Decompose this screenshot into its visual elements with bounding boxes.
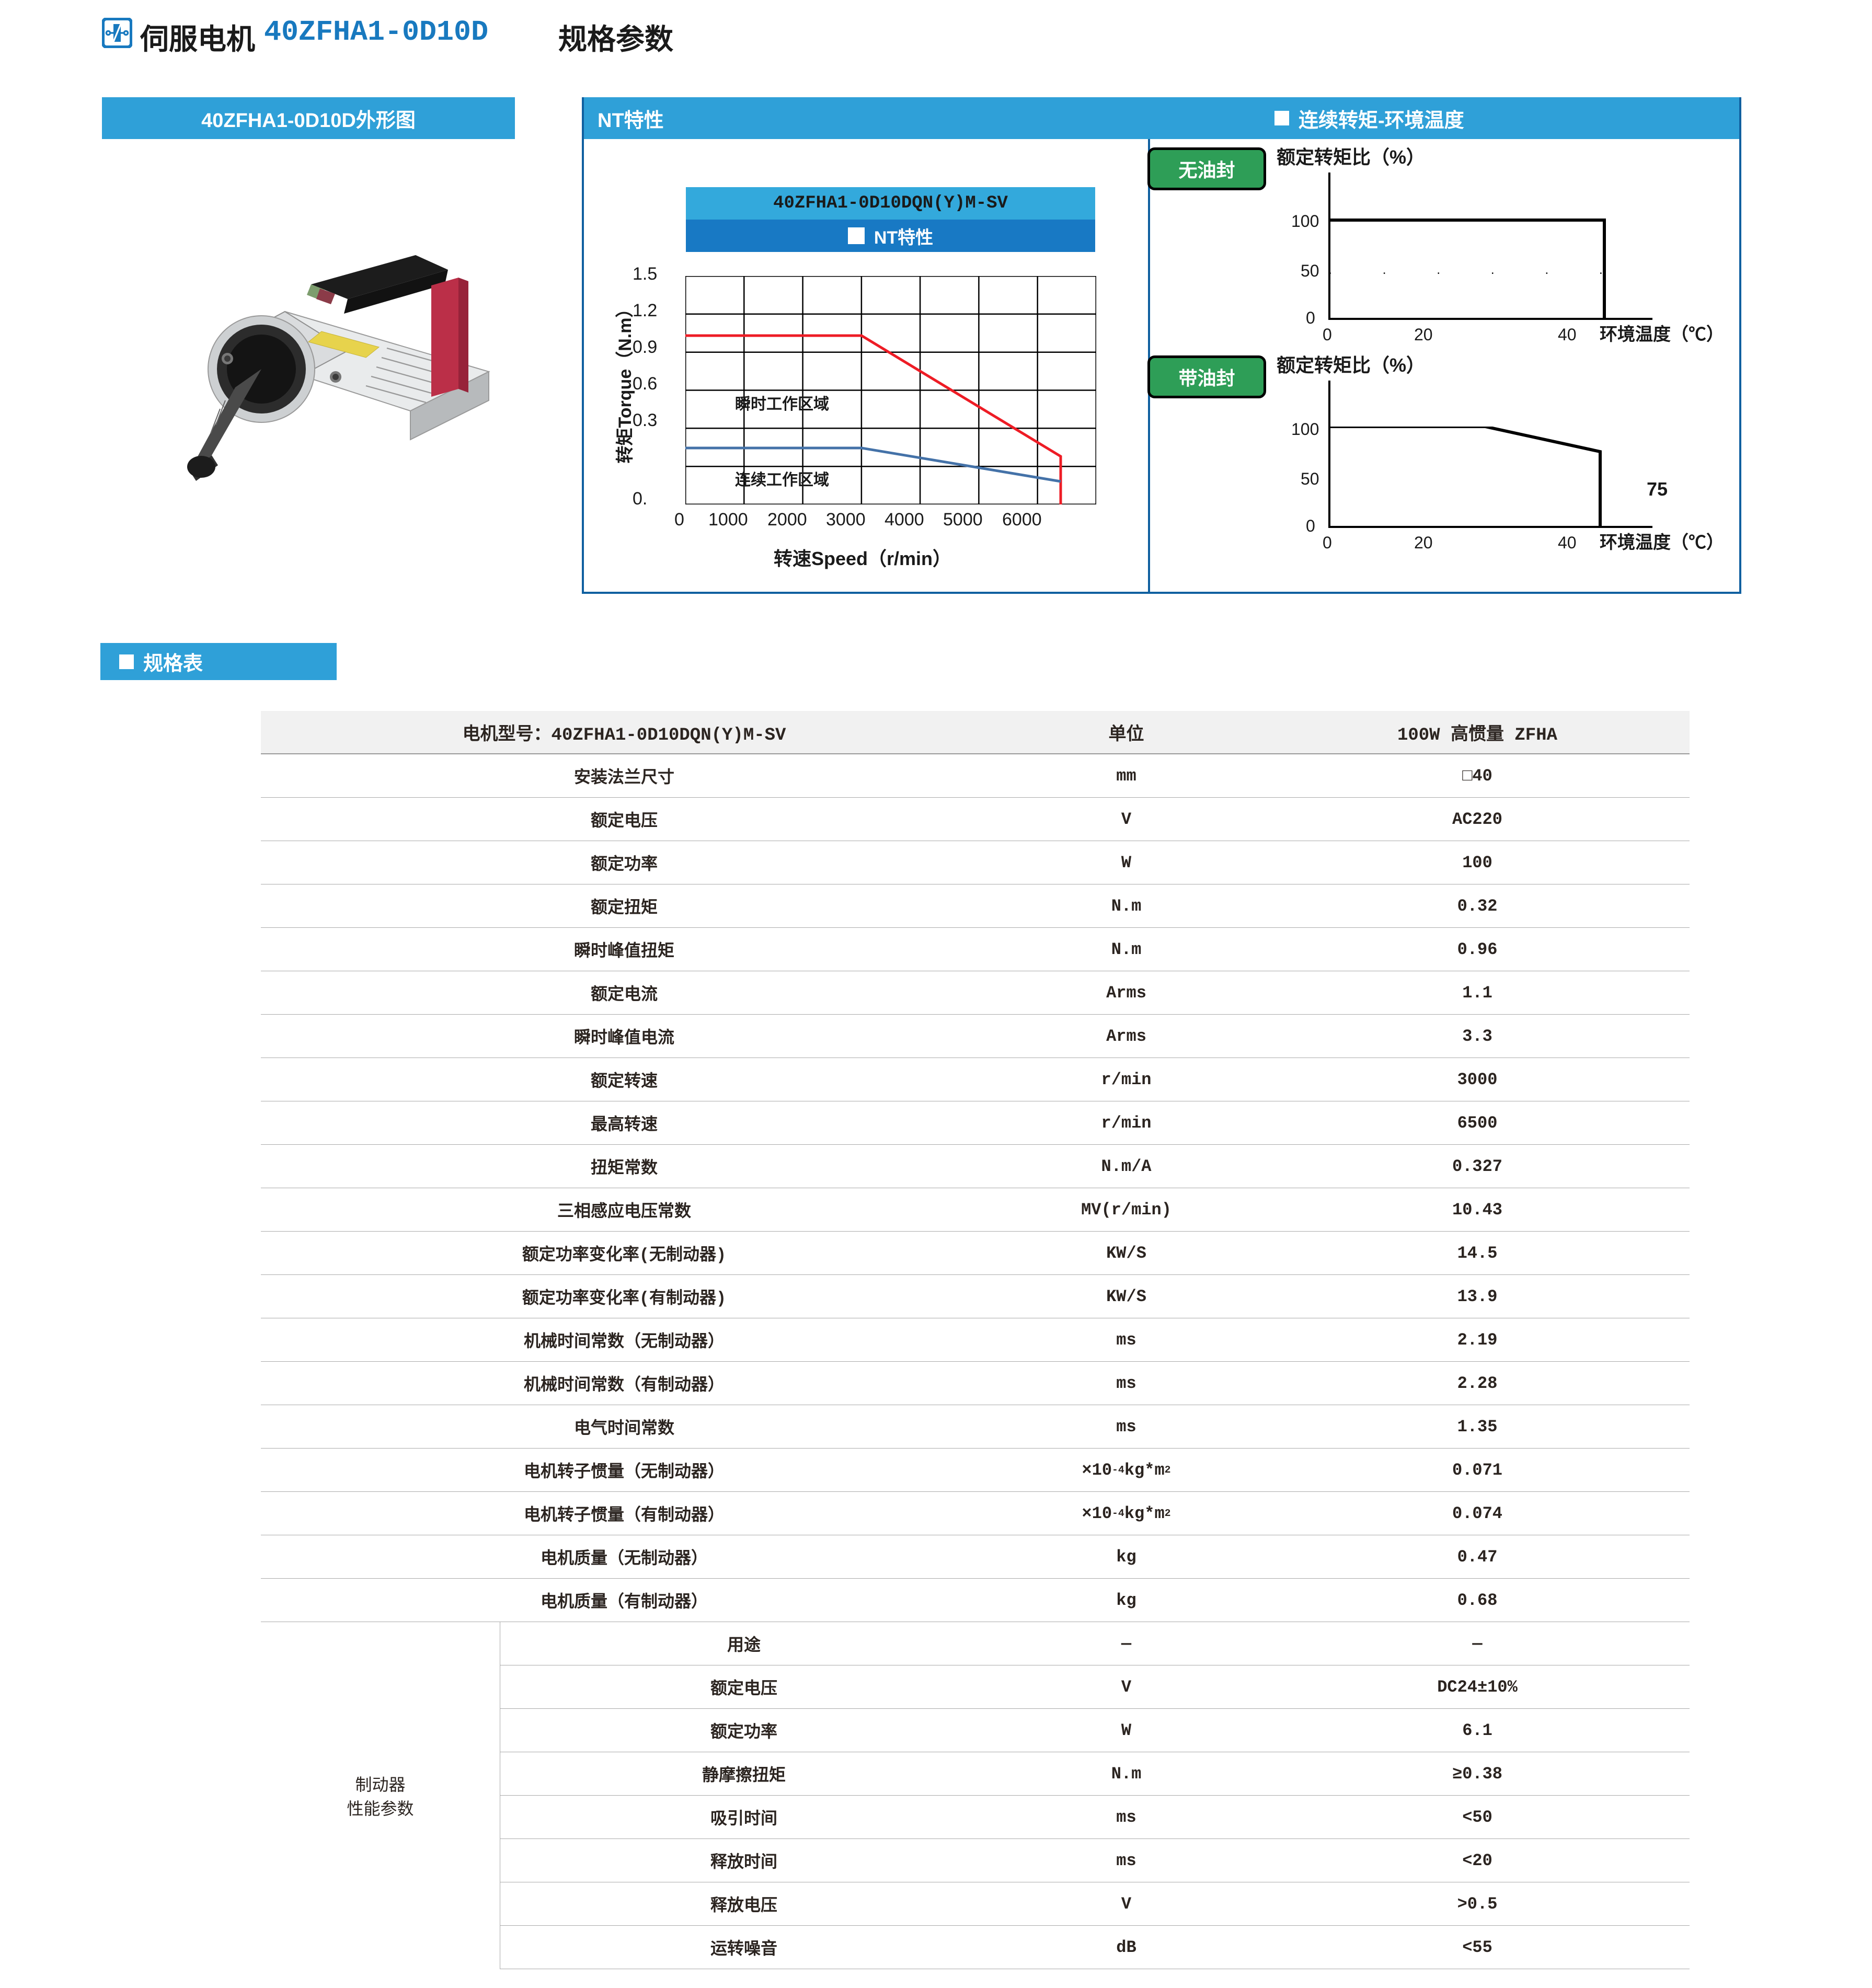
svg-text:瞬时工作区域: 瞬时工作区域	[735, 396, 829, 413]
svg-text:连续工作区域: 连续工作区域	[735, 472, 829, 489]
